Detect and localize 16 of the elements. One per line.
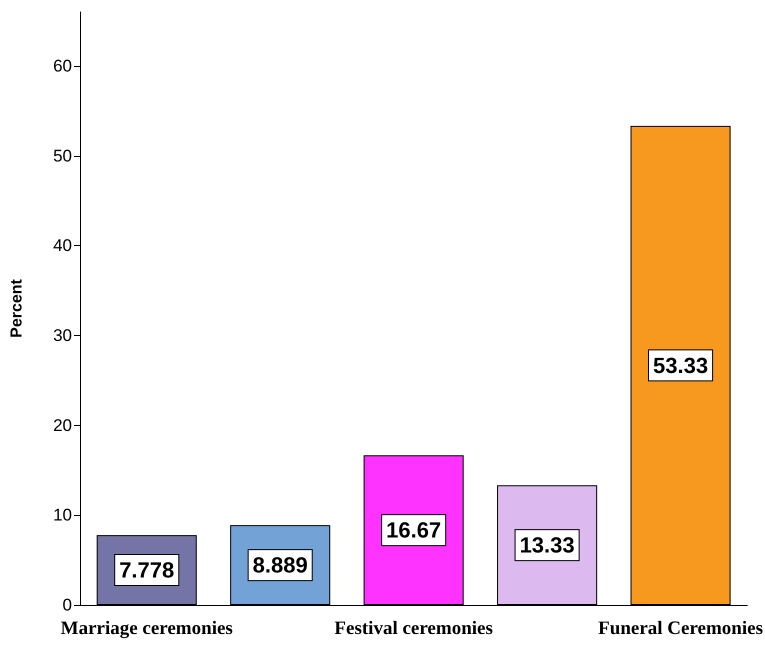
data-label: 7.778 [119,558,174,583]
y-tick-label: 50 [53,146,72,166]
x-tick-label: Marriage ceremonies [60,618,233,639]
y-tick-label: 60 [53,56,72,76]
y-tick-label: 40 [53,236,72,256]
y-axis-title: Percent [8,278,26,338]
y-tick-label: 30 [53,326,72,345]
x-tick-label: Festival ceremonies [334,618,493,639]
data-label: 53.33 [653,352,708,378]
x-tick-label: Funeral Ceremonies [598,618,763,639]
y-tick-label: 10 [53,506,72,525]
data-label: 8.889 [252,552,308,578]
data-label: 13.33 [520,532,575,558]
y-tick-label: 20 [53,416,72,435]
y-tick-label: 0 [62,596,72,614]
data-label: 16.67 [386,518,442,543]
